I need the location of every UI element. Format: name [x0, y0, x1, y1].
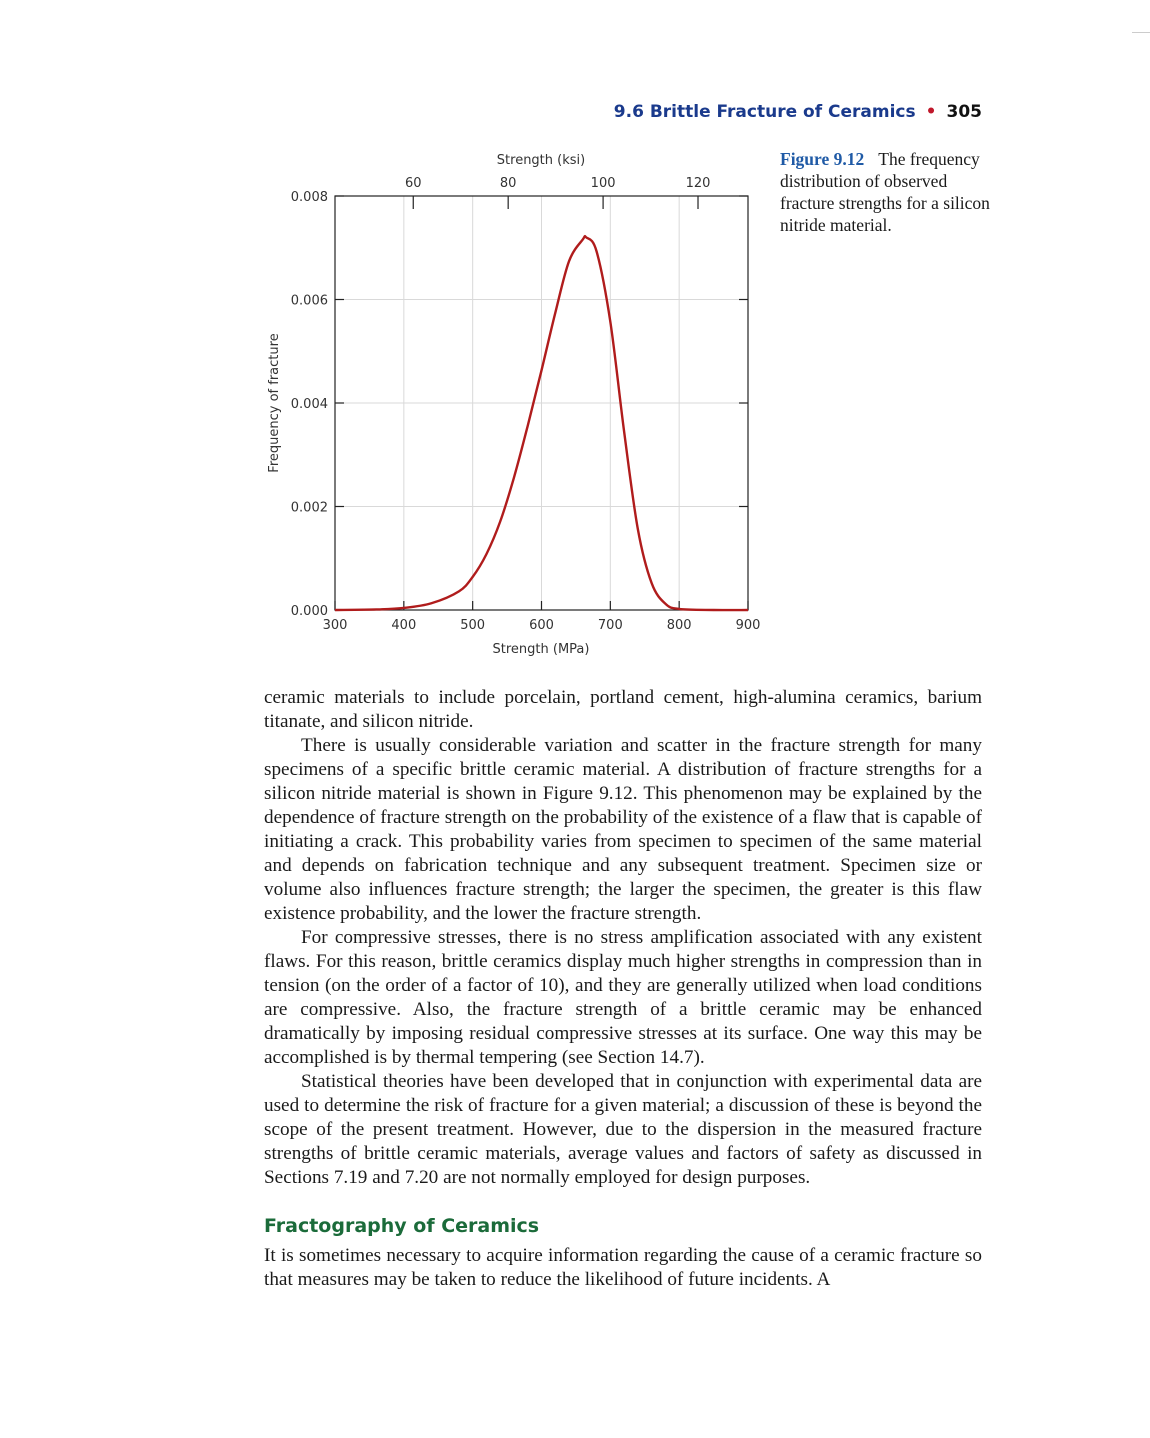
x-tick-label: 300 — [323, 618, 348, 633]
x2-tick-label: 60 — [405, 176, 422, 191]
y-axis-title: Frequency of fracture — [267, 333, 282, 472]
y-tick-label: 0.008 — [291, 190, 328, 205]
y-tick-label: 0.000 — [291, 604, 328, 619]
x-tick-label: 600 — [529, 618, 554, 633]
paragraph-1: ceramic materials to include porcelain, … — [264, 687, 982, 732]
y-tick-label: 0.006 — [291, 294, 328, 309]
y-tick-label: 0.004 — [291, 397, 328, 412]
x-tick-label: 800 — [667, 618, 692, 633]
x-axis-title: Strength (MPa) — [493, 642, 590, 657]
running-head-section: 9.6 Brittle Fracture of Ceramics — [613, 102, 916, 122]
paragraph-3: For compressive stresses, there is no st… — [264, 927, 982, 1068]
section-heading: Fractography of Ceramics — [264, 1215, 540, 1237]
running-head: 9.6 Brittle Fracture of Ceramics • 305 — [560, 102, 982, 122]
x2-tick-label: 80 — [500, 176, 517, 191]
paragraph-5: It is sometimes necessary to acquire inf… — [264, 1245, 982, 1290]
x-tick-label: 900 — [736, 618, 761, 633]
paragraph-2: There is usually considerable variation … — [264, 735, 982, 924]
x-tick-label: 700 — [598, 618, 623, 633]
x-tick-label: 500 — [460, 618, 485, 633]
x-tick-label: 400 — [391, 618, 416, 633]
x2-axis-title: Strength (ksi) — [497, 153, 585, 168]
plot-frame — [334, 195, 749, 611]
figure-label: Figure 9.12 — [780, 149, 865, 169]
x2-tick-label: 120 — [686, 176, 711, 191]
page-corner-mark — [1132, 32, 1150, 33]
y-tick-label: 0.002 — [291, 501, 328, 516]
series-line — [334, 234, 749, 612]
figure-caption: Figure 9.12 The frequency distribution of… — [780, 148, 990, 236]
body-text: ceramic materials to include porcelain, … — [264, 686, 982, 1292]
x2-tick-label: 100 — [591, 176, 616, 191]
fracture-frequency-chart: 300 400 500 600 700 800 900 0.000 0.002 0.004 0.00… — [267, 153, 761, 657]
running-head-bullet: • — [925, 102, 937, 122]
figure-9-12: 300 400 500 600 700 800 900 0.000 0.002 0.004 0.00… — [255, 140, 775, 670]
paragraph-4: Statistical theories have been developed… — [264, 1071, 982, 1188]
figure-caption-text: The frequency distribution of observed f… — [780, 149, 990, 235]
page-number: 305 — [946, 102, 983, 122]
